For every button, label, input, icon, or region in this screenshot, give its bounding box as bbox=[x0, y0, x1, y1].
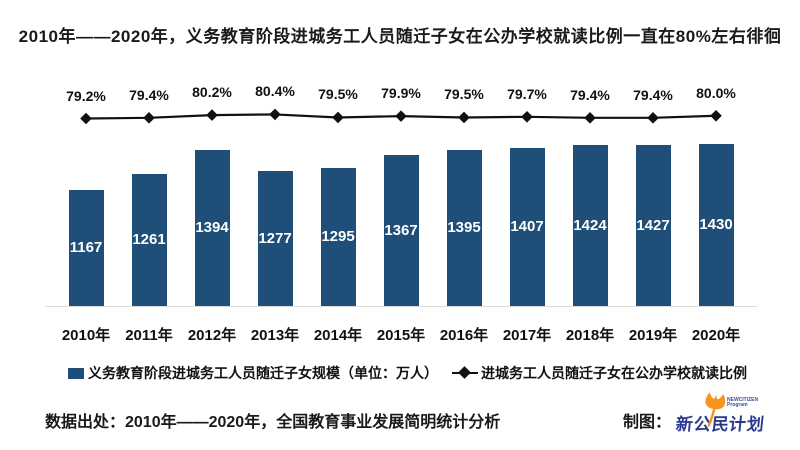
diamond-marker bbox=[332, 111, 344, 124]
x-axis-label: 2010年 bbox=[61, 327, 111, 344]
percent-label: 80.4% bbox=[255, 83, 295, 100]
bar-2020年 bbox=[698, 144, 734, 306]
bar-2017年 bbox=[509, 148, 545, 306]
percent-label: 79.5% bbox=[318, 86, 358, 103]
percent-label: 79.5% bbox=[444, 86, 484, 103]
x-axis-label: 2017年 bbox=[502, 327, 552, 344]
diamond-marker bbox=[269, 108, 281, 121]
credit-label: 制图： bbox=[623, 414, 672, 431]
percent-label: 79.4% bbox=[633, 86, 673, 103]
diamond-marker bbox=[584, 112, 596, 124]
bar-value-label: 1277 bbox=[258, 229, 292, 247]
diamond-marker bbox=[458, 111, 470, 124]
bar-value-label: 1395 bbox=[447, 219, 481, 236]
data-source-text: 数据出处：2010年——2020年，全国教育事业发展简明统计分析 bbox=[45, 414, 501, 431]
bar-value-label: 1394 bbox=[195, 219, 229, 236]
x-axis-label: 2012年 bbox=[187, 327, 237, 344]
bar-2016年 bbox=[446, 150, 482, 306]
diamond-marker bbox=[80, 112, 92, 125]
diamond-marker bbox=[395, 110, 407, 122]
line-series-marker-icon bbox=[452, 366, 478, 379]
bar-value-label: 1407 bbox=[510, 218, 544, 235]
legend-item-line-series: 进城务工人员随迁子女在公办学校就读比例 bbox=[452, 364, 747, 382]
percent-label: 79.2% bbox=[66, 87, 106, 104]
legend-item-bar-series: 义务教育阶段进城务工人员随迁子女规模（单位：万人） bbox=[68, 364, 438, 382]
x-axis-label: 2019年 bbox=[628, 327, 678, 344]
x-axis-label: 2015年 bbox=[376, 327, 426, 344]
bar-value-label: 1424 bbox=[573, 216, 607, 234]
x-axis-label: 2018年 bbox=[565, 327, 615, 344]
percent-label: 79.9% bbox=[381, 85, 421, 102]
logo-text-en: NEWCITIZEN Program bbox=[727, 397, 759, 408]
bar-value-label: 1367 bbox=[384, 221, 418, 239]
bar-2011年 bbox=[131, 174, 167, 306]
x-axis-label: 2020年 bbox=[691, 327, 741, 344]
bar-value-label: 1295 bbox=[321, 228, 355, 245]
percent-label: 79.4% bbox=[129, 86, 169, 103]
bar-value-label: 1430 bbox=[699, 216, 733, 233]
bar-2013年 bbox=[257, 171, 293, 306]
percent-label: 80.2% bbox=[192, 84, 232, 101]
bar-2018年 bbox=[572, 145, 608, 306]
x-axis-label: 2011年 bbox=[125, 327, 173, 344]
percent-label: 79.4% bbox=[570, 86, 610, 103]
legend-bar-label: 义务教育阶段进城务工人员随迁子女规模（单位：万人） bbox=[88, 365, 438, 381]
x-axis-baseline bbox=[45, 306, 757, 307]
logo-text-zh2: 计划 bbox=[727, 415, 766, 434]
bar-2010年 bbox=[68, 190, 104, 306]
percent-label: 79.7% bbox=[507, 85, 547, 102]
ginkgo-leaf-icon bbox=[705, 392, 726, 427]
diamond-marker bbox=[143, 112, 155, 124]
bar-2015年 bbox=[383, 155, 419, 306]
diamond-marker bbox=[521, 111, 533, 123]
bar-2012年 bbox=[194, 150, 230, 306]
new-citizen-program-logo: 新公民 NEWCITIZEN Program 计划 bbox=[674, 391, 789, 443]
diamond-marker bbox=[206, 109, 218, 121]
bar-value-label: 1427 bbox=[636, 216, 670, 234]
trend-line bbox=[85, 113, 717, 120]
x-axis-label: 2014年 bbox=[313, 327, 363, 344]
x-axis-label: 2013年 bbox=[250, 327, 300, 344]
bar-series-swatch-icon bbox=[68, 367, 84, 379]
legend-line-label: 进城务工人员随迁子女在公办学校就读比例 bbox=[481, 365, 747, 381]
diamond-marker bbox=[647, 112, 659, 124]
x-axis-label: 2016年 bbox=[439, 327, 489, 344]
diamond-marker bbox=[710, 109, 722, 122]
bar-2014年 bbox=[320, 168, 356, 306]
bar-value-label: 1261 bbox=[132, 231, 166, 248]
chart-title: 2010年——2020年，义务教育阶段进城务工人员随迁子女在公办学校就读比例一直… bbox=[18, 27, 782, 46]
percent-label: 80.0% bbox=[696, 84, 736, 101]
bar-value-label: 1167 bbox=[69, 239, 103, 256]
bar-2019年 bbox=[635, 145, 671, 306]
